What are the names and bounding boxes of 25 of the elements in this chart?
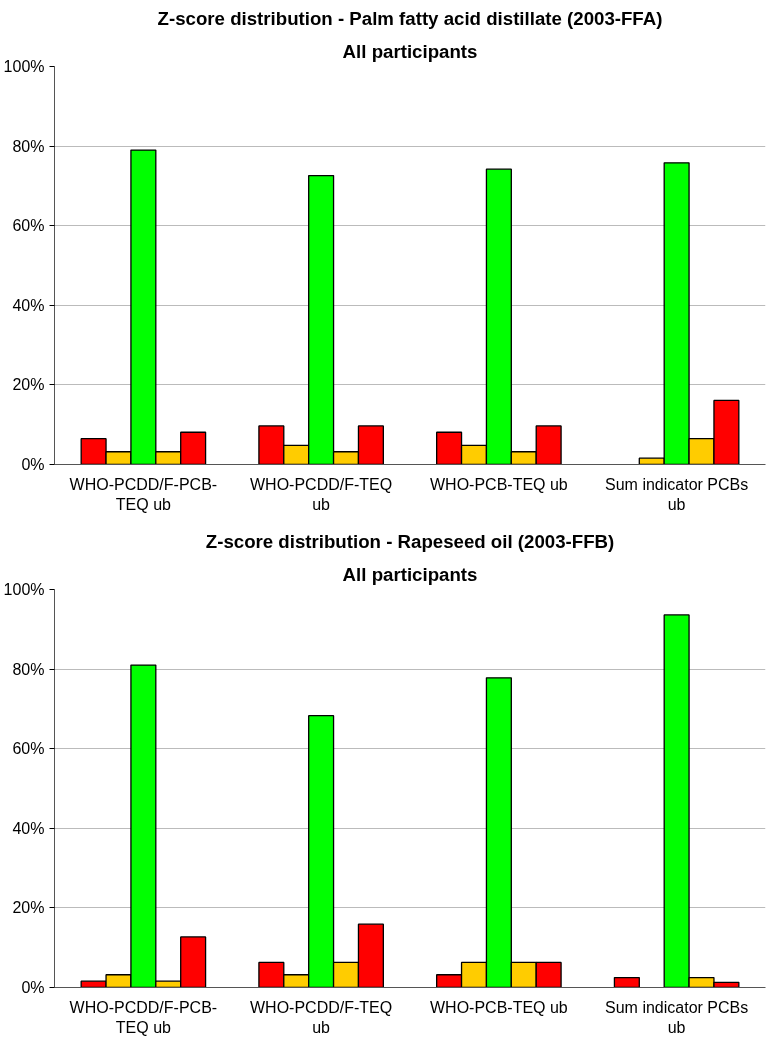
x-tick-label: Sum indicator PCBs ub	[605, 475, 749, 513]
y-tick-label: 20%	[12, 899, 45, 917]
y-tick-label: 100%	[3, 581, 45, 598]
bar	[613, 976, 640, 988]
y-tick-label: 100%	[3, 58, 45, 75]
x-tick-label: WHO-PCDD/F-PCB- TEQ ub	[69, 998, 218, 1036]
x-tick-label: WHO-PCDD/F-PCB- TEQ ub	[69, 475, 218, 513]
y-tick-label: 80%	[12, 660, 45, 678]
y-tick-label: 20%	[12, 376, 45, 394]
y-tick-label: 40%	[12, 819, 45, 837]
y-tick-label: 0%	[21, 979, 45, 996]
chart-subtitle: All participants	[342, 563, 478, 585]
chart-title: Z-score distribution - Rapeseed oil (2003-FFB)	[205, 530, 615, 552]
y-tick-label: 60%	[12, 217, 45, 235]
y-tick-label: 80%	[12, 137, 45, 155]
y-tick-label: 60%	[12, 740, 45, 758]
x-tick-label: WHO-PCDD/F-TEQ ub	[250, 475, 393, 513]
y-tick-label: 0%	[21, 456, 45, 473]
x-tick-label: WHO-PCB-TEQ ub	[429, 998, 568, 1016]
x-tick-label: Sum indicator PCBs ub	[605, 998, 749, 1036]
chart-subtitle: All participants	[342, 40, 478, 62]
x-tick-label: WHO-PCB-TEQ ub	[429, 475, 568, 493]
x-tick-label: WHO-PCDD/F-TEQ ub	[250, 998, 393, 1036]
chart-title: Z-score distribution - Palm fatty acid distillate (2003-FFA)	[157, 7, 663, 29]
y-tick-label: 40%	[12, 296, 45, 314]
